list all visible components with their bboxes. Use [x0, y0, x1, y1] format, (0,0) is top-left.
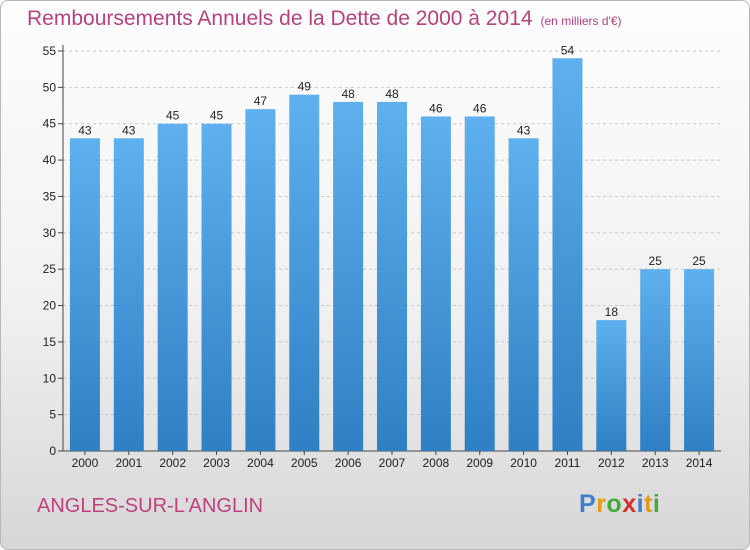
chart-title: Remboursements Annuels de la Dette de 20…: [27, 7, 622, 31]
y-tick-label: 35: [43, 189, 57, 203]
bar: [333, 101, 364, 451]
bar: [201, 123, 232, 452]
data-label: 54: [561, 43, 575, 57]
y-tick-label: 20: [43, 299, 57, 313]
x-tick-label: 2006: [335, 456, 362, 470]
x-tick-label: 2010: [510, 456, 537, 470]
y-tick-label: 45: [43, 117, 57, 131]
x-tick-label: 2009: [466, 456, 493, 470]
y-tick-label: 30: [43, 226, 57, 240]
y-tick-label: 25: [43, 262, 57, 276]
x-tick-label: 2008: [423, 456, 450, 470]
logo-letter: o: [606, 490, 623, 518]
logo-letter: P: [579, 490, 597, 518]
x-tick-label: 2014: [686, 456, 713, 470]
y-tick-label: 10: [43, 371, 57, 385]
logo-letter: i: [636, 490, 645, 518]
data-label: 43: [122, 123, 136, 137]
data-label: 48: [385, 87, 399, 101]
bar: [596, 320, 627, 451]
bar: [552, 58, 583, 451]
logo-letter: i: [652, 490, 661, 518]
chart-title-text: Remboursements Annuels de la Dette de 20…: [27, 7, 533, 30]
data-label: 45: [166, 109, 180, 123]
bar: [69, 138, 100, 452]
bar: [113, 138, 144, 452]
x-tick-label: 2004: [247, 456, 274, 470]
x-tick-label: 2002: [159, 456, 186, 470]
place-name: ANGLES-SUR-L'ANGLIN: [37, 495, 264, 517]
x-tick-label: 2012: [598, 456, 625, 470]
y-tick-label: 50: [43, 80, 57, 94]
logo-letter: t: [644, 490, 653, 518]
data-label: 49: [298, 80, 312, 94]
y-tick-label: 40: [43, 153, 57, 167]
x-tick-label: 2005: [291, 456, 318, 470]
data-label: 46: [429, 101, 443, 115]
bar: [245, 109, 276, 451]
logo-letter: x: [622, 490, 637, 518]
bar: [157, 123, 188, 452]
proxiti-logo: Proxiti: [579, 490, 660, 519]
y-tick-label: 0: [49, 444, 56, 458]
bar: [508, 138, 539, 452]
y-tick-label: 15: [43, 335, 57, 349]
data-label: 45: [210, 109, 224, 123]
data-label: 47: [254, 94, 268, 108]
logo-letter: r: [596, 490, 607, 518]
labels: 43 2000 43 2001 45 2002 45 2003 47 2004 49 2005 48 20…: [72, 43, 713, 470]
x-tick-label: 2013: [642, 456, 669, 470]
bar: [420, 116, 451, 452]
data-label: 43: [517, 123, 531, 137]
bar: [684, 269, 715, 451]
data-label: 18: [605, 305, 619, 319]
x-tick-label: 2001: [115, 456, 142, 470]
data-label: 25: [649, 254, 663, 268]
bar: [640, 269, 671, 451]
y-tick-label: 55: [43, 44, 57, 58]
bars: [69, 58, 715, 452]
chart-subtitle: (en milliers d'€): [540, 14, 622, 28]
x-tick-label: 2003: [203, 456, 230, 470]
data-label: 46: [473, 101, 487, 115]
data-label: 43: [78, 123, 92, 137]
bar: [464, 116, 495, 452]
x-tick-label: 2000: [72, 456, 99, 470]
data-label: 48: [341, 87, 355, 101]
x-tick-label: 2011: [555, 456, 581, 470]
x-tick-label: 2007: [379, 456, 406, 470]
data-label: 25: [692, 254, 706, 268]
y-tick-label: 5: [49, 408, 56, 422]
bar: [289, 94, 320, 452]
bar: [377, 101, 407, 451]
